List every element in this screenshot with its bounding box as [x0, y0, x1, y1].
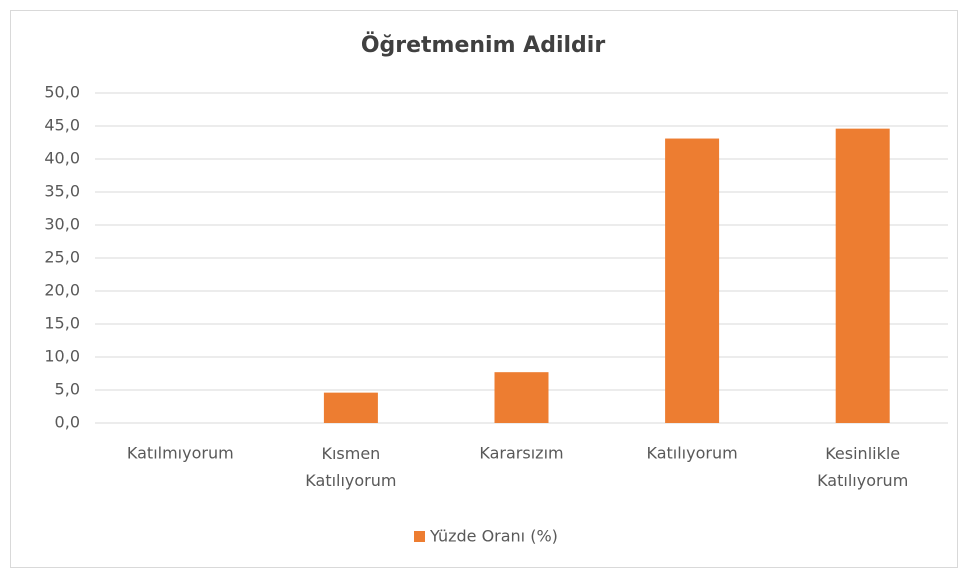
y-tick-label: 45,0 — [44, 116, 80, 135]
y-tick-label: 40,0 — [44, 149, 80, 168]
legend-swatch — [414, 531, 425, 542]
y-tick-label: 10,0 — [44, 347, 80, 366]
y-tick-label: 30,0 — [44, 215, 80, 234]
y-tick-label: 15,0 — [44, 314, 80, 333]
x-tick-label: Kararsızım — [479, 444, 563, 463]
y-tick-label: 5,0 — [55, 380, 80, 399]
bar — [494, 372, 549, 423]
x-tick-label: Kesinlikle Katılıyorum — [817, 444, 908, 490]
y-tick-label: 50,0 — [44, 83, 80, 102]
x-tick-label: Katılıyorum — [647, 444, 738, 463]
y-tick-label: 0,0 — [55, 413, 80, 432]
bar — [323, 392, 378, 423]
x-tick-label: Kısmen Katılıyorum — [305, 444, 396, 490]
y-tick-label: 35,0 — [44, 182, 80, 201]
y-tick-label: 25,0 — [44, 248, 80, 267]
bar — [835, 128, 890, 423]
y-tick-label: 20,0 — [44, 281, 80, 300]
chart-border — [10, 10, 958, 568]
legend-label: Yüzde Oranı (%) — [429, 527, 558, 546]
x-tick-label: Katılmıyorum — [127, 444, 234, 463]
bar — [665, 138, 720, 424]
chart-title: Öğretmenim Adildir — [361, 32, 606, 58]
